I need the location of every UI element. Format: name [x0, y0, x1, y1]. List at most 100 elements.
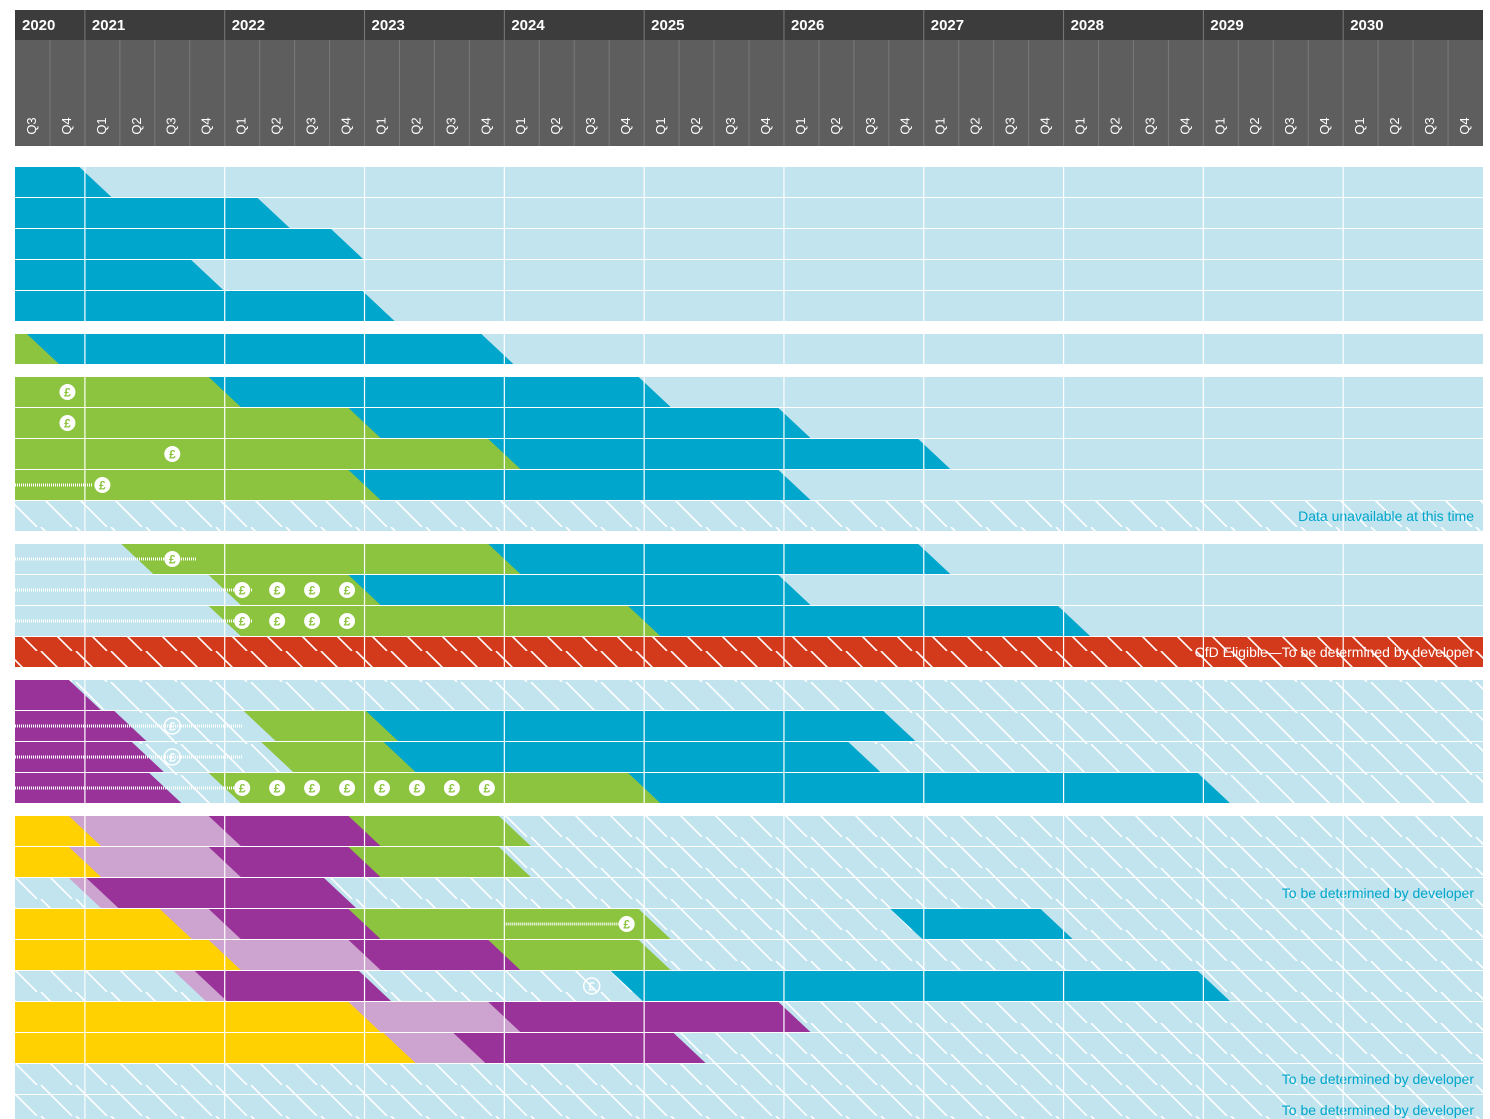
funding-marker	[94, 477, 111, 493]
phase-bar-operational	[383, 742, 881, 772]
year-label: 2027	[931, 17, 964, 34]
row-note: To be determined by developer	[1282, 1102, 1475, 1118]
funding-marker-symbol: £	[274, 615, 281, 629]
phase-bar-operational	[15, 198, 290, 228]
quarter-label: Q3	[1422, 117, 1437, 134]
phase-bar-operational	[366, 711, 916, 741]
phase-bar-construction	[208, 773, 671, 803]
funding-marker	[164, 446, 181, 462]
funding-marker	[304, 780, 321, 796]
phase-bar-construction	[261, 742, 426, 772]
funding-marker-symbol: £	[344, 782, 351, 796]
funding-marker-symbol: £	[64, 386, 71, 400]
phase-bar-pre-construction	[194, 971, 392, 1001]
quarter-label: Q1	[94, 117, 109, 134]
year-label: 2025	[651, 17, 684, 34]
quarter-label: Q3	[304, 117, 319, 134]
funding-marker	[339, 613, 356, 629]
funding-marker	[163, 748, 182, 766]
funding-marker-symbol: £	[239, 782, 246, 796]
quarter-label: Q3	[443, 117, 458, 134]
year-label: 2029	[1210, 17, 1243, 34]
quarter-label: Q1	[1072, 117, 1087, 134]
funding-marker	[269, 780, 286, 796]
phase-bar-operational	[488, 544, 951, 574]
quarter-label: Q4	[1317, 117, 1332, 134]
phase-bar-construction	[15, 470, 392, 500]
funding-marker-symbol: £	[344, 584, 351, 598]
funding-marker	[234, 613, 251, 629]
year-label: 2028	[1071, 17, 1104, 34]
year-label: 2024	[511, 17, 545, 34]
phase-bar-pre-construction-light	[208, 940, 392, 970]
funding-marker	[59, 384, 76, 400]
funding-marker-symbol: £	[169, 448, 176, 462]
funding-marker-symbol: £	[169, 720, 176, 734]
funding-marker	[269, 582, 286, 598]
funding-marker	[59, 415, 76, 431]
phase-bar-pre-construction	[86, 878, 357, 908]
quarter-label: Q4	[1038, 117, 1053, 134]
funding-marker	[618, 916, 635, 932]
timeline-row	[15, 1095, 1483, 1119]
funding-marker-symbol: £	[309, 584, 316, 598]
phase-bar-pre-construction	[488, 1002, 811, 1032]
phase-bar-construction	[208, 575, 398, 605]
phase-bar-operational	[628, 773, 1230, 803]
phase-bar-pre-construction-light	[159, 909, 252, 939]
year-label: 2021	[92, 17, 125, 34]
timeline-row	[15, 680, 1483, 710]
quarter-label: Q4	[478, 117, 493, 134]
phase-bar-operational	[15, 167, 112, 197]
quarter-label: Q2	[408, 117, 423, 134]
quarter-label: Q1	[1352, 117, 1367, 134]
funding-marker	[304, 582, 321, 598]
quarter-label: Q2	[688, 117, 703, 134]
phase-bar-operational	[348, 408, 811, 438]
funding-marker-symbol: £	[239, 615, 246, 629]
phase-bar-operational	[890, 909, 1073, 939]
funding-marker	[339, 582, 356, 598]
phase-bar-construction	[15, 408, 392, 438]
funding-marker	[408, 780, 425, 796]
funding-marker-symbol: £	[379, 782, 386, 796]
quarter-label: Q4	[618, 117, 633, 134]
funding-marker	[582, 977, 601, 995]
funding-marker	[163, 717, 182, 735]
phase-bar-construction	[348, 816, 531, 846]
quarter-label: Q2	[1387, 117, 1402, 134]
phase-bar-construction	[348, 847, 531, 877]
funding-marker-symbol: £	[309, 782, 316, 796]
phase-bar-pre-construction-light	[68, 816, 252, 846]
quarter-label: Q3	[1142, 117, 1157, 134]
funding-marker	[164, 551, 181, 567]
phase-bar-pre-construction	[15, 773, 182, 803]
funding-marker-symbol: £	[239, 584, 246, 598]
phase-bar-construction	[208, 606, 671, 636]
funding-marker	[443, 780, 460, 796]
phase-bar-pre-construction	[348, 940, 531, 970]
quarter-label: Q2	[129, 117, 144, 134]
quarter-label: Q4	[338, 117, 353, 134]
timeline-header: 2020 2021 2022 2023 2024 2025 2026 2027 2028 2029…	[15, 10, 1483, 146]
phase-bar-operational	[26, 334, 514, 364]
funding-marker-symbol: £	[169, 553, 176, 567]
timeline-rows: £ £ £ £ Data unavailable at this time £ £ £ £ £ £ £…	[15, 167, 1483, 1119]
quarter-label: Q4	[1177, 117, 1192, 134]
phase-bar-construction	[121, 544, 566, 574]
funding-marker-symbol: £	[484, 782, 491, 796]
quarter-label: Q4	[1457, 117, 1472, 134]
quarter-label: Q1	[373, 117, 388, 134]
phase-bar-construction	[15, 439, 531, 469]
quarter-label: Q2	[828, 117, 843, 134]
funding-marker	[234, 582, 251, 598]
funding-marker	[234, 780, 251, 796]
phase-bar-pre-construction	[208, 847, 392, 877]
timeline-row	[15, 501, 1483, 531]
quarter-label: Q1	[653, 117, 668, 134]
timeline-row	[15, 1064, 1483, 1094]
funding-marker	[269, 613, 286, 629]
quarter-label: Q1	[933, 117, 948, 134]
quarter-label: Q2	[968, 117, 983, 134]
